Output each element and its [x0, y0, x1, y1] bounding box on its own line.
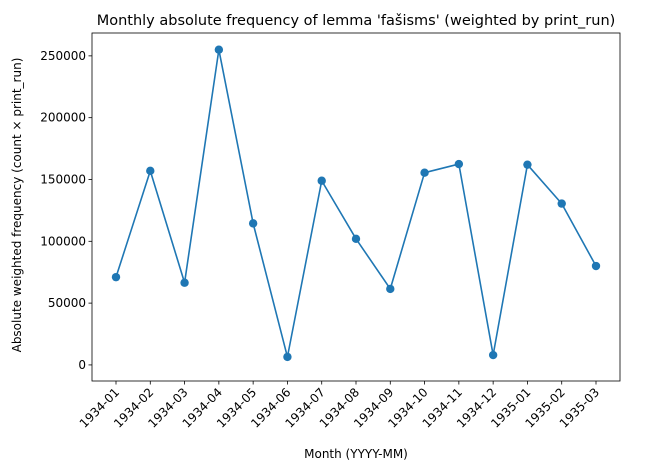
y-tick-label: 100000 [40, 234, 86, 248]
y-tick-label: 0 [78, 358, 86, 372]
y-tick-label: 250000 [40, 49, 86, 63]
data-point [523, 160, 532, 169]
data-point [317, 176, 326, 185]
data-point [386, 284, 395, 294]
y-axis-label: Absolute weighted frequency (count × pri… [10, 58, 24, 353]
y-tick-label: 50000 [48, 296, 86, 310]
y-tick-label: 150000 [40, 172, 86, 186]
data-point [283, 352, 292, 362]
data-point [351, 234, 361, 244]
data-point [248, 219, 258, 228]
data-point [146, 166, 155, 176]
data-point [557, 199, 566, 208]
data-point [488, 350, 498, 360]
data-point [214, 45, 224, 54]
x-axis-label: Month (YYYY-MM) [304, 447, 408, 461]
chart-title: Monthly absolute frequency of lemma 'faš… [97, 13, 616, 29]
data-point [591, 261, 601, 271]
data-point [111, 272, 121, 282]
y-tick-label: 200000 [40, 111, 86, 125]
data-point [454, 159, 464, 169]
data-point [420, 168, 429, 177]
data-point [180, 278, 189, 287]
